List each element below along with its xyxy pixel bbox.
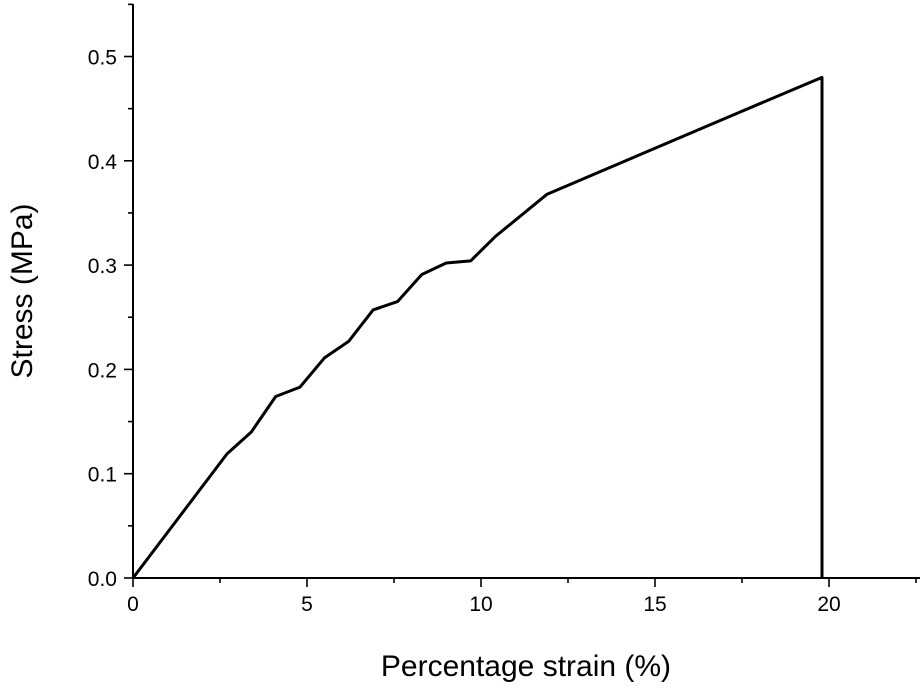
y-axis-title: Stress (MPa) [6, 203, 39, 378]
y-tick-label: 0.5 [88, 47, 117, 70]
y-tick-label: 0.3 [88, 255, 117, 278]
x-tick-label: 20 [817, 593, 840, 616]
x-tick-label: 15 [643, 593, 666, 616]
y-tick-label: 0.0 [88, 568, 117, 591]
y-tick-label: 0.2 [88, 359, 117, 382]
x-tick-label: 0 [127, 593, 139, 616]
x-tick-label: 5 [301, 593, 313, 616]
y-ticks: 0.0 0.1 0.2 0.3 0.4 0.5 [88, 3, 133, 591]
x-ticks: 0 5 10 15 20 [127, 578, 917, 616]
stress-strain-line [131, 75, 824, 579]
axes [132, 4, 920, 579]
series [131, 75, 824, 579]
y-tick-label: 0.1 [88, 464, 117, 487]
x-tick-label: 10 [469, 593, 492, 616]
y-tick-label: 0.4 [88, 151, 118, 174]
x-axis-title: Percentage strain (%) [381, 650, 671, 683]
